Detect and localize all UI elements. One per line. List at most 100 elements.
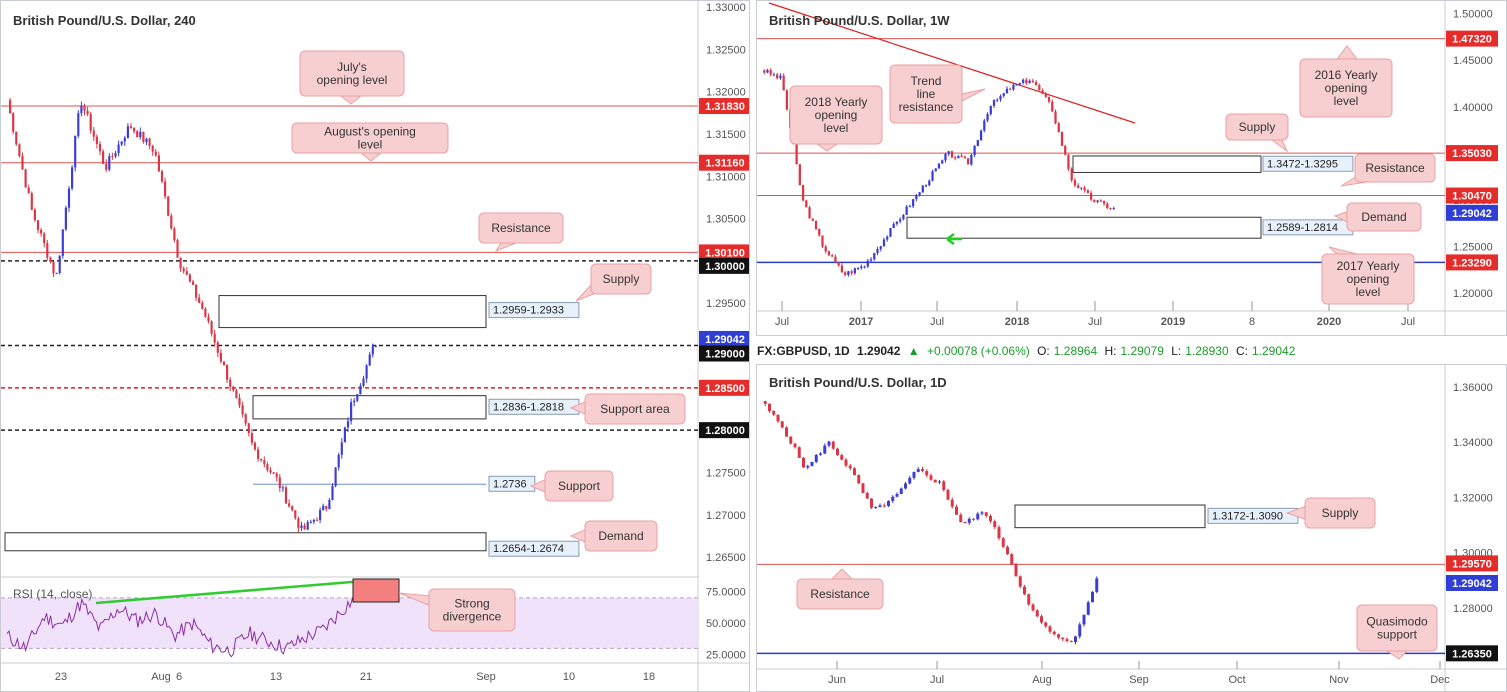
chart-weekly-panel[interactable]: 1.500001.450001.400001.350001.300001.250… [756,0,1507,336]
candle-body [1106,203,1109,209]
candle-body [1069,641,1073,643]
candle-body [1035,610,1039,617]
candle-body [167,196,170,216]
y-tick-label: 1.32000 [706,87,746,99]
y-tick-label: 1.25000 [1453,241,1493,253]
callout-pointer [830,568,854,580]
candle-body [931,171,934,181]
tag-1-30-bg [699,257,749,274]
candle-body [204,308,207,317]
x-tick-label: Jul [1088,316,1102,328]
callout-box [1354,153,1436,183]
candle-body [43,233,46,244]
low-value: 1.28930 [1185,344,1229,358]
candle-body [963,157,967,159]
candle-body [319,510,322,521]
candle-body [1044,93,1047,97]
callout-text: August's opening [324,125,416,139]
candle-body [789,436,793,444]
candle-body [808,207,811,219]
candle-body [21,156,24,170]
candle-body [49,257,52,262]
callout-text: opening [1347,272,1390,286]
candle-body [325,505,328,510]
candle-body [918,192,921,196]
candle-body [12,113,15,132]
callout-text: level [1356,285,1381,299]
open-value: 1.28964 [1053,344,1098,358]
candle-body [1060,132,1064,146]
candle-body [61,229,64,256]
candle-body [863,266,866,268]
callout-box [789,85,883,145]
candle-body [114,153,117,157]
open-label: O: [1037,344,1050,358]
x-tick-label: Jul [1401,316,1415,328]
candle-body [55,273,58,275]
callout-text: level [1334,94,1359,108]
candle-body [1091,591,1094,603]
candle-body [1001,538,1005,547]
x-tick-label: 2017 [849,316,873,328]
candle-body [967,518,971,523]
y-tick-label: 1.31000 [706,171,746,183]
candle-body [959,514,963,523]
candle-body [1093,199,1096,202]
candle-body [886,236,889,240]
candle-body [1086,190,1090,193]
close-label: C: [1235,344,1248,358]
candle-body [908,477,912,484]
callout-box [428,588,516,632]
rsi-tick-label: 50.0000 [706,618,746,630]
candle-body [294,510,297,519]
candle-body [899,219,902,222]
candle-body [52,261,55,274]
candle-body [836,448,839,456]
x-tick-label: 13 [270,671,282,683]
x-tick-label: 18 [643,671,655,683]
candle-body [278,477,281,488]
candle-body [117,144,120,154]
rsi-title: RSI (14, close) [13,587,92,601]
callout-text: Supply [1322,506,1359,520]
candle-body [911,199,915,207]
x-tick-label: Nov [1329,674,1349,686]
y-tick-label: 1.32000 [1453,492,1493,504]
candle-body [80,105,83,114]
chart-daily-panel[interactable]: 1.36000 1.34000 1.32000 1.30000 1.28000 Jun Ju… [756,364,1507,692]
candle-body [46,243,49,258]
candle-body [148,138,151,147]
candle-body [1057,123,1060,133]
candle-body [216,342,219,353]
tag-current: 1.29042 [1452,578,1492,590]
x-tick-label: Jun [828,674,846,686]
candle-body [1005,88,1009,94]
candle-body [170,215,173,229]
callout-demand: Demand [1333,202,1422,232]
candle-body [811,218,814,221]
candle-body [33,209,36,221]
candle-body [340,442,343,455]
candle-body [973,146,976,155]
candle-body [889,228,892,237]
tag-1-29: 1.29000 [705,349,745,361]
y-tick-label: 1.33000 [706,2,746,14]
callout-box [1321,253,1415,305]
callout-text: 2016 Yearly [1315,68,1378,82]
candle-body [359,385,362,395]
candle-body [126,126,129,138]
candle-body [1077,185,1080,189]
candle-body [979,130,983,141]
candle-body [275,473,278,478]
candle-body [1073,180,1077,186]
candle-body [824,246,827,252]
chart-title: British Pound/U.S. Dollar, 240 [13,13,196,28]
candle-body [827,441,831,446]
candle-body [989,515,992,522]
candle-body [947,151,950,154]
chart-4h-panel[interactable]: 1.33000 1.32500 1.32000 1.31500 1.31000 1.305… [0,0,750,692]
x-tick-label: Aug [1032,674,1052,686]
candle-body [179,257,182,269]
candle-body [328,500,331,510]
